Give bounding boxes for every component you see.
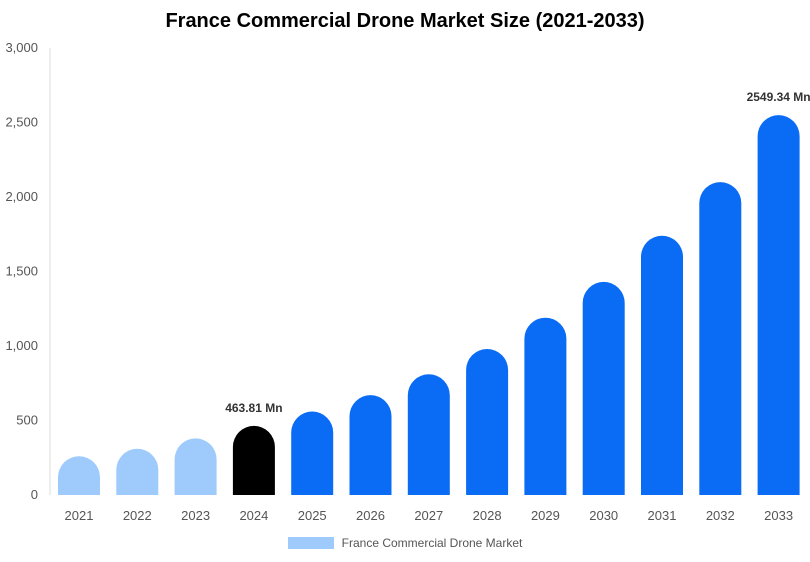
legend-swatch [287, 537, 334, 549]
x-tick-label-2030: 2030 [589, 508, 618, 523]
x-tick-labels: 2021 2022 2023 2024 2025 2026 2027 2028 2029 2030… [65, 508, 794, 523]
y-tick-label: 1,500 [5, 264, 38, 279]
x-tick-label-2026: 2026 [356, 508, 385, 523]
y-tick-label: 3,000 [5, 40, 38, 55]
data-labels: 463.81 Mn 2549.34 Mn [225, 90, 810, 415]
bar-2029 [524, 317, 567, 495]
bar-2033 [757, 115, 800, 496]
y-tick-label: 2,000 [5, 189, 38, 204]
bar-2027 [407, 374, 450, 495]
x-tick-label-2028: 2028 [473, 508, 502, 523]
bar-2031 [641, 235, 683, 495]
legend: France Commercial Drone Market [0, 536, 810, 550]
data-label-2033: 2549.34 Mn [747, 90, 810, 104]
legend-label: France Commercial Drone Market [341, 536, 523, 550]
x-tick-label-2027: 2027 [414, 508, 443, 523]
x-tick-label-2023: 2023 [181, 508, 210, 523]
data-label-2024: 463.81 Mn [225, 401, 282, 415]
x-tick-label-2033: 2033 [764, 508, 793, 523]
x-tick-label-2024: 2024 [239, 508, 268, 523]
bar-2024 [232, 425, 275, 495]
y-tick-label: 0 [31, 487, 38, 502]
bar-2025 [291, 411, 334, 495]
x-tick-label-2025: 2025 [298, 508, 327, 523]
chart-title: France Commercial Drone Market Size (202… [165, 10, 645, 32]
bar-2028 [466, 348, 509, 495]
y-tick-labels: 0 500 1,000 1,500 2,000 2,500 3,000 [5, 40, 38, 502]
bar-2023 [174, 438, 217, 495]
y-tick-label: 1,000 [5, 338, 38, 353]
bar-2022 [116, 448, 159, 495]
x-tick-label-2031: 2031 [648, 508, 677, 523]
bar-2026 [349, 395, 392, 495]
x-tick-label-2032: 2032 [706, 508, 735, 523]
x-tick-label-2021: 2021 [65, 508, 94, 523]
x-tick-label-2029: 2029 [531, 508, 560, 523]
x-tick-label-2022: 2022 [123, 508, 152, 523]
y-tick-label: 2,500 [5, 115, 38, 130]
bar-2030 [582, 281, 625, 495]
bar-2032 [699, 182, 742, 495]
bar-2021 [58, 456, 100, 495]
y-tick-label: 500 [16, 413, 38, 428]
bars [58, 115, 800, 496]
